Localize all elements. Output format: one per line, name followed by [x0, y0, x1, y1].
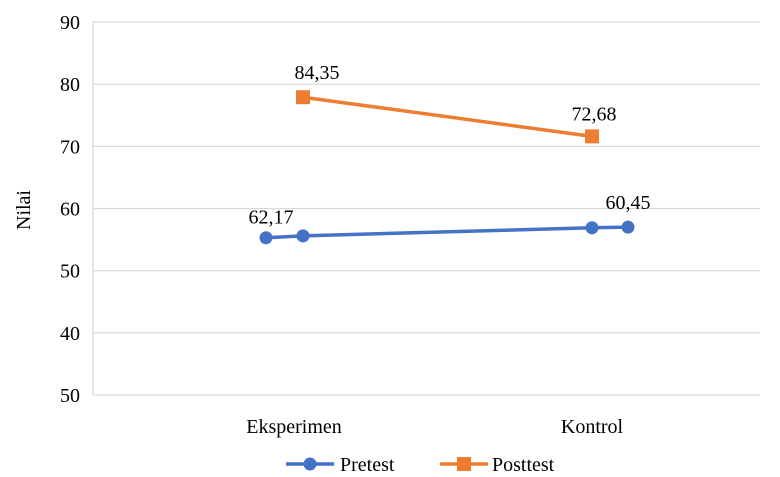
data-point [621, 220, 635, 234]
y-tick-label: 80 [60, 74, 80, 96]
data-point [585, 129, 599, 144]
legend-marker [457, 457, 471, 471]
data-label: 72,68 [572, 103, 617, 125]
y-tick-label: 90 [60, 12, 80, 34]
data-labels: 62,17 60,45 84,35 72,68 [249, 62, 651, 228]
y-tick-label: 70 [60, 136, 80, 158]
y-tick-label: 60 [60, 199, 80, 221]
data-point [585, 221, 599, 235]
data-point [296, 90, 310, 105]
axes: 50 40 50 60 70 80 90 Eksperimen Kontrol [60, 12, 624, 438]
gridlines [93, 21, 760, 396]
series-posttest [296, 90, 599, 144]
legend: Pretest Posttest [286, 454, 555, 476]
x-tick-label: Eksperimen [246, 416, 342, 438]
data-label: 60,45 [606, 192, 651, 214]
series [259, 90, 635, 245]
series-pretest [259, 220, 635, 245]
y-tick-label: 50 [60, 261, 80, 283]
legend-item-pretest: Pretest [286, 454, 395, 476]
legend-marker [303, 457, 317, 471]
series-line [302, 95, 593, 139]
x-tick-label: Kontrol [561, 416, 624, 438]
y-axis-title: Nilai [13, 190, 35, 230]
data-label: 62,17 [249, 207, 294, 229]
legend-item-posttest: Posttest [440, 454, 555, 476]
y-tick-label: 40 [60, 323, 80, 345]
legend-label: Pretest [340, 454, 395, 476]
data-point [296, 229, 310, 243]
y-tick-label: 50 [60, 385, 80, 407]
series-line [265, 225, 629, 240]
data-label: 84,35 [295, 62, 340, 84]
legend-label: Posttest [492, 454, 555, 476]
data-point [259, 231, 273, 245]
